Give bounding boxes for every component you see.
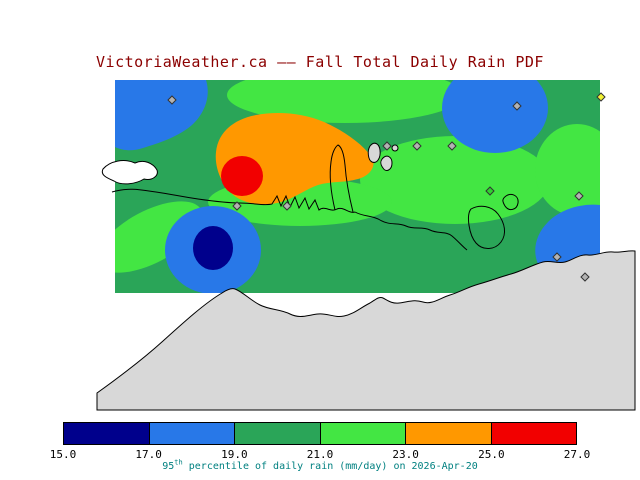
contour-field [115, 80, 600, 293]
vancouver-island-south-coast [111, 188, 356, 213]
colorbar [63, 422, 577, 445]
contour-lightgreen-east [360, 136, 550, 224]
contour-blue-topright [442, 80, 548, 153]
tick-label: 17.0 [135, 448, 162, 461]
colorbar-segment [149, 423, 235, 444]
station-markers [167, 92, 606, 282]
coastlines [96, 142, 636, 411]
colorbar-segment [491, 423, 576, 444]
tick-label: 23.0 [392, 448, 419, 461]
colorbar-segment [64, 423, 150, 444]
small-island-outline [502, 193, 519, 211]
station-marker [412, 141, 422, 151]
san-juan-island-outline [468, 205, 506, 249]
sooke-basin-outline [101, 160, 158, 185]
contour-red-core [221, 156, 263, 196]
contour-lightgreen-topband [227, 80, 463, 123]
colorbar-ticks: 15.0 17.0 19.0 21.0 23.0 25.0 27.0 [50, 448, 591, 461]
station-marker [282, 201, 292, 211]
caption-ordinal: th [174, 458, 183, 467]
tick-label: 15.0 [49, 448, 77, 461]
contour-blue-topleft [115, 80, 208, 151]
olympic-peninsula-land [96, 250, 636, 411]
station-marker [574, 191, 584, 201]
station-marker [580, 272, 590, 282]
contour-lightgreen-rightedge [535, 124, 600, 216]
contour-lightgreen-southwest [115, 201, 203, 273]
station-marker [485, 186, 495, 196]
station-marker [552, 252, 562, 262]
contour-navy-core [193, 226, 233, 270]
islet-1 [367, 142, 381, 163]
colorbar-segment [406, 423, 492, 444]
station-marker [167, 95, 177, 105]
station-marker [512, 101, 522, 111]
east-coastline [354, 211, 468, 251]
colorbar-segment [235, 423, 321, 444]
station-marker [596, 92, 606, 102]
page-title: VictoriaWeather.ca –– Fall Total Daily R… [96, 53, 544, 71]
tick-label: 25.0 [478, 448, 505, 461]
islet-2 [380, 155, 393, 171]
islet-3 [391, 144, 399, 152]
tick-label: 27.0 [563, 448, 591, 461]
caption: 95th percentile of daily rain (mm/day) o… [0, 458, 640, 472]
station-marker [382, 141, 392, 151]
caption-text: percentile of daily rain (mm/day) on 202… [182, 461, 478, 472]
station-marker [447, 141, 457, 151]
tick-label: 21.0 [306, 448, 334, 461]
saanich-peninsula-coast [329, 144, 354, 213]
station-marker [232, 201, 242, 211]
caption-number: 95 [162, 461, 175, 472]
colorbar-segment [320, 423, 406, 444]
tick-label: 19.0 [221, 448, 248, 461]
